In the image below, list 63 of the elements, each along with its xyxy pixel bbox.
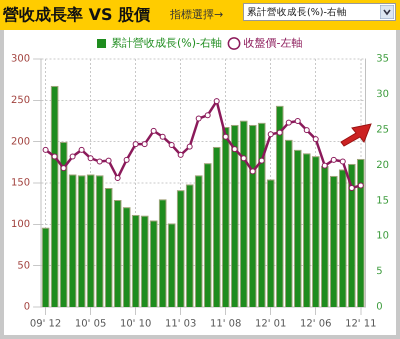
point [142, 141, 148, 148]
y-tick-label: 0 [24, 302, 30, 313]
point [150, 128, 157, 134]
point [88, 155, 94, 162]
point [114, 175, 121, 182]
y2-tick-label: 10 [376, 230, 390, 242]
point [168, 142, 175, 148]
point [42, 146, 49, 153]
point [178, 152, 184, 158]
point [250, 168, 256, 174]
point [258, 158, 265, 164]
point [78, 146, 85, 153]
point [52, 154, 58, 160]
point [204, 112, 211, 118]
point [232, 146, 238, 152]
point [186, 144, 193, 150]
y-tick-label: 50 [17, 260, 30, 272]
dropdown-field: 累計營收成長(%)-右軸 [243, 3, 396, 21]
point [196, 116, 202, 122]
point [106, 158, 112, 164]
legend-label: 累計營收成長(%)-右軸 [111, 36, 222, 50]
y2-tick-label: 25 [376, 124, 390, 136]
x-tick-label: 12' 06 [300, 318, 332, 330]
point [312, 136, 319, 142]
legend-label: 收盤價-左軸 [244, 36, 302, 50]
y2-tick-label: 30 [376, 89, 390, 100]
point [70, 154, 76, 160]
text: 指標選擇→ [170, 7, 224, 22]
point [96, 158, 103, 165]
point [60, 165, 67, 172]
x-tick-label: 11' 03 [164, 318, 196, 330]
x-tick-label: 12' 11 [345, 318, 376, 330]
y-tick-label: 250 [10, 94, 30, 106]
point [304, 127, 310, 134]
y2-tick-label: 0 [376, 302, 383, 313]
point [268, 131, 274, 138]
point [286, 120, 292, 126]
y-tick-label: 200 [10, 136, 30, 148]
y-tick-label: 300 [10, 54, 30, 65]
y2-tick-label: 20 [376, 160, 390, 171]
x-tick-label: 12' 01 [255, 318, 286, 330]
x-tick-label: 10' 10 [120, 318, 152, 330]
point [124, 156, 130, 163]
point [330, 156, 337, 163]
point [322, 162, 328, 169]
y2-tick-label: 15 [376, 195, 390, 206]
point [240, 155, 247, 162]
x-tick-label: 11' 08 [210, 318, 242, 330]
chart-title: 營收成長率 VS 股價 [3, 4, 150, 26]
y-tick-label: 150 [10, 178, 30, 189]
point [160, 134, 166, 140]
point [276, 130, 283, 136]
y2-tick-label: 35 [376, 54, 390, 65]
point [348, 184, 355, 191]
y2-tick-label: 5 [376, 266, 383, 278]
y-tick-label: 100 [10, 218, 30, 230]
point [132, 141, 139, 148]
point [222, 134, 229, 140]
point [340, 158, 346, 165]
point [358, 182, 364, 188]
x-tick-label: 10' 05 [74, 318, 106, 330]
x-tick-label: 09' 12 [30, 318, 62, 330]
point [294, 118, 301, 124]
